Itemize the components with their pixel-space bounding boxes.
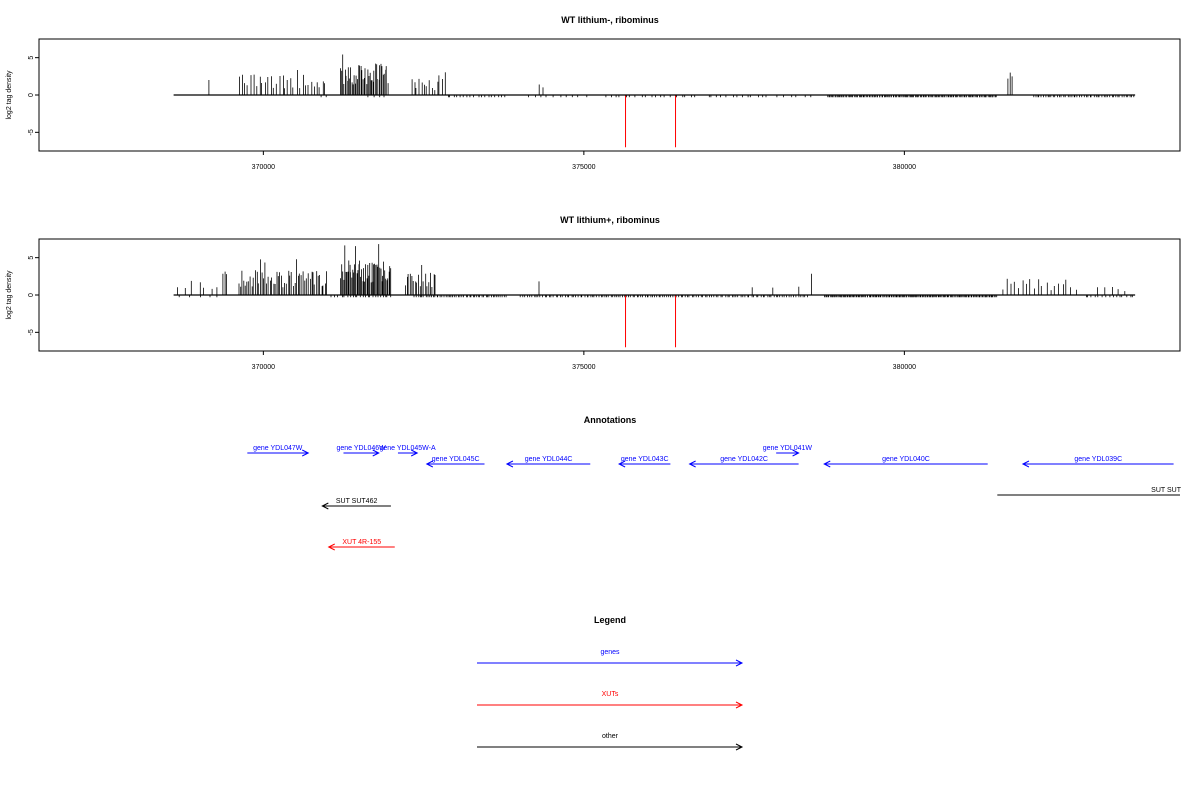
feature-label: gene YDL046W (336, 445, 386, 452)
y-tick-label: 0 (28, 293, 35, 297)
arrowhead-left-icon (823, 460, 831, 468)
arrowhead-right-icon (372, 449, 380, 457)
feature-label: gene YDL044C (525, 456, 573, 463)
arrowhead-left-icon (425, 460, 434, 468)
y-axis-label: log2 tag density (6, 70, 13, 120)
annotation-feature: gene YDL045C (425, 456, 485, 468)
feature-label: SUT SUT (1151, 487, 1182, 494)
coverage-bars (208, 54, 1135, 148)
annotation-feature: gene YDL046W (336, 445, 386, 457)
annotation-feature: gene YDL041W (763, 445, 813, 457)
feature-label: gene YDL041W (763, 445, 813, 452)
track-panel-lithium-minus: WT lithium-, ribominus log2 tag density … (6, 15, 1181, 171)
track-panel-lithium-plus: WT lithium+, ribominus log2 tag density … (6, 215, 1181, 371)
legend-item: genes (477, 649, 744, 667)
x-tick-label: 370000 (252, 364, 275, 371)
y-tick-label: -5 (28, 129, 35, 135)
feature-label: gene YDL039C (1074, 456, 1122, 463)
legend-item: other (477, 733, 744, 751)
arrowhead-right-icon (410, 449, 419, 457)
arrowhead-right-icon (735, 701, 744, 709)
feature-label: SUT SUT462 (336, 498, 378, 505)
legend: Legend genes XUTs other (477, 615, 744, 751)
legend-label: other (602, 733, 619, 740)
arrowhead-right-icon (792, 449, 800, 457)
annotation-feature: gene YDL045W-A (379, 445, 436, 457)
feature-label: XUT 4R-155 (342, 539, 381, 546)
x-tick-label: 375000 (572, 364, 595, 371)
legend-items: genes XUTs other (477, 649, 744, 751)
x-tick-label: 380000 (893, 364, 916, 371)
legend-item: XUTs (477, 691, 744, 709)
annotation-feature: SUT SUT (997, 487, 1182, 496)
annotation-feature: gene YDL044C (505, 456, 591, 468)
x-tick-label: 380000 (893, 164, 916, 171)
arrowhead-left-icon (505, 460, 514, 468)
legend-label: XUTs (602, 691, 619, 698)
feature-label: gene YDL043C (621, 456, 669, 463)
annotation-feature: gene YDL043C (617, 456, 671, 468)
arrowhead-left-icon (617, 460, 626, 468)
annotation-track: Annotations gene YDL047W gene YDL046Wgene… (247, 415, 1182, 551)
legend-label: genes (600, 649, 620, 656)
y-tick-label: -5 (28, 329, 35, 335)
x-tick-label: 370000 (252, 164, 275, 171)
feature-label: gene YDL040C (882, 456, 930, 463)
annotation-feature: XUT 4R-155 (327, 539, 395, 551)
panel-title: WT lithium+, ribominus (560, 215, 660, 225)
feature-label: gene YDL045C (432, 456, 480, 463)
annotation-feature: gene YDL042C (688, 456, 799, 468)
coverage-bars (176, 244, 1133, 348)
y-tick-label: 0 (28, 93, 35, 97)
panel-title: WT lithium-, ribominus (561, 15, 659, 25)
y-tick-label: 5 (28, 56, 35, 60)
feature-label: gene YDL047W (253, 445, 303, 452)
y-axis-label: log2 tag density (6, 270, 13, 320)
arrowhead-right-icon (735, 743, 744, 751)
arrowhead-left-icon (1021, 460, 1030, 468)
annotation-feature: gene YDL047W (247, 445, 310, 457)
annotation-feature: gene YDL040C (823, 456, 988, 468)
arrowhead-right-icon (735, 659, 744, 667)
legend-title: Legend (594, 615, 626, 625)
axes: -5 0 5 370000 375000 380000 (28, 56, 1136, 171)
arrowhead-left-icon (327, 543, 335, 551)
arrowhead-left-icon (688, 460, 696, 468)
feature-label: gene YDL042C (720, 456, 768, 463)
x-tick-label: 375000 (572, 164, 595, 171)
annotation-feature: SUT SUT462 (321, 498, 391, 510)
axes: -5 0 5 370000 375000 380000 (28, 256, 1136, 371)
y-tick-label: 5 (28, 256, 35, 260)
annotation-feature: gene YDL039C (1021, 456, 1174, 468)
annotations-title: Annotations (584, 415, 637, 425)
arrowhead-right-icon (302, 449, 310, 457)
arrowhead-left-icon (321, 502, 329, 510)
feature-label: gene YDL045W-A (379, 445, 435, 452)
